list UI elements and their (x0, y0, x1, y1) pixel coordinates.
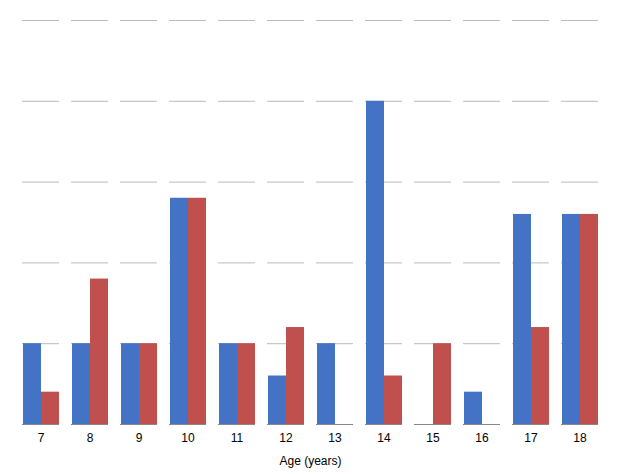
svg-text:11: 11 (231, 431, 244, 445)
svg-text:16: 16 (475, 431, 489, 445)
svg-text:18: 18 (573, 431, 587, 445)
svg-text:7: 7 (38, 431, 45, 445)
svg-text:14: 14 (377, 431, 391, 445)
svg-text:9: 9 (136, 431, 143, 445)
svg-text:8: 8 (87, 431, 94, 445)
svg-text:15: 15 (426, 431, 440, 445)
svg-text:17: 17 (524, 431, 538, 445)
svg-text:10: 10 (181, 431, 195, 445)
svg-text:12: 12 (279, 431, 293, 445)
svg-text:Age (years): Age (years) (279, 454, 341, 468)
svg-text:13: 13 (328, 431, 342, 445)
